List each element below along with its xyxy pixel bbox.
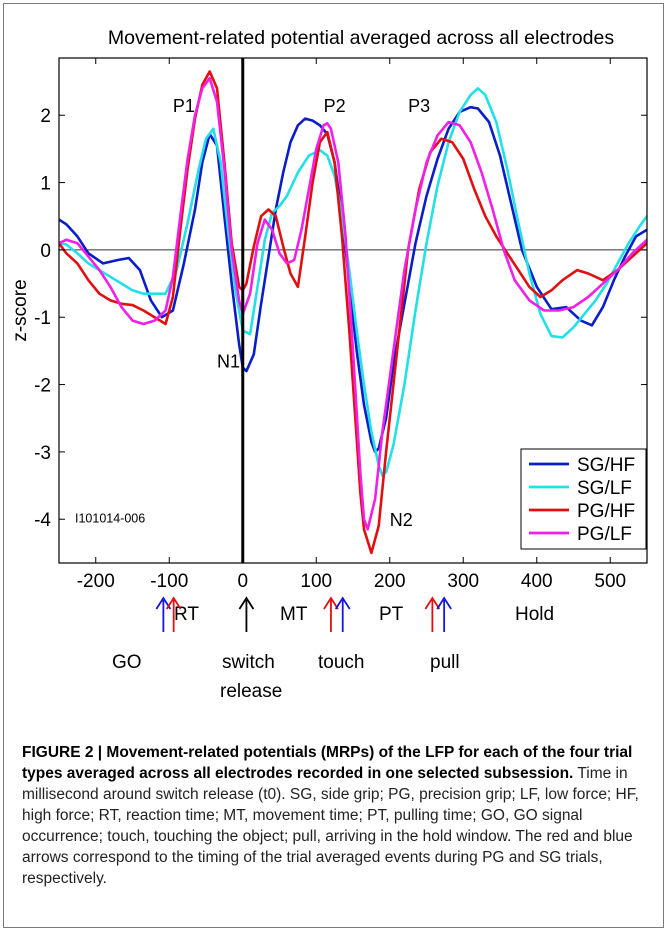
event-arrow: [323, 596, 339, 632]
legend-entry-sg-hf: SG/HF: [577, 455, 635, 476]
mrp-chart: Movement-related potential averaged acro…: [10, 27, 648, 702]
caption-bold: FIGURE 2 | Movement-related potentials (…: [22, 744, 633, 782]
x-tick-label: -200: [77, 571, 115, 592]
event-arrow: [334, 596, 351, 632]
event-arrow: [165, 596, 182, 632]
x-tick-label: 100: [300, 571, 332, 592]
caption-text: Time in millisecond around switch releas…: [22, 765, 639, 887]
y-axis-label: z-score: [10, 279, 31, 341]
peak-label-p2: P2: [324, 96, 346, 116]
x-tick-label: 300: [447, 571, 479, 592]
x-tick-label: -100: [150, 571, 188, 592]
x-tick-label: 400: [521, 571, 553, 592]
y-tick-label: -4: [34, 510, 51, 531]
events-annotation: RT MT PT Hold GO switch release touch pu…: [112, 596, 554, 702]
y-tick-label: 1: [40, 174, 51, 195]
rt-label: RT: [174, 604, 199, 625]
y-tick-label: -3: [34, 443, 51, 464]
y-tick-label: 0: [40, 241, 51, 262]
y-tick-label: -1: [34, 308, 51, 329]
event-arrow: [155, 596, 172, 632]
event-arrow: [436, 596, 452, 632]
series-line-pg-hf: [59, 70, 647, 555]
go-label: GO: [112, 652, 142, 673]
event-arrow: [424, 596, 441, 632]
hold-label: Hold: [515, 604, 554, 625]
event-arrow: [238, 596, 255, 632]
switch-label: switch: [222, 652, 275, 673]
peak-label-p3: P3: [408, 96, 430, 116]
figure-frame: [3, 3, 664, 928]
recording-id: I101014-006: [75, 512, 145, 526]
legend-entry-pg-hf: PG/HF: [577, 501, 635, 522]
peak-label-n2: N2: [390, 510, 413, 530]
plot-area: -200 -100 0 100 200 300 400 500 -4 -3 -2 -1 0 1 2 P1 P2 P…: [34, 57, 648, 592]
pull-label: pull: [430, 652, 460, 673]
pt-label: PT: [379, 604, 404, 625]
figure-caption: FIGURE 2 | Movement-related potentials (…: [22, 742, 642, 889]
y-tick-label: 2: [40, 106, 51, 127]
axes-box: [58, 57, 648, 564]
legend-entry-sg-lf: SG/LF: [577, 478, 632, 499]
peak-label-n1: N1: [217, 352, 240, 372]
series-line-pg-lf: [59, 76, 647, 531]
x-tick-label: 0: [237, 571, 248, 592]
touch-label: touch: [318, 652, 364, 673]
release-label: release: [220, 681, 282, 702]
x-tick-label: 200: [374, 571, 406, 592]
peak-label-p1: P1: [173, 96, 195, 116]
y-tick-label: -2: [34, 376, 51, 397]
x-tick-label: 500: [594, 571, 626, 592]
chart-title: Movement-related potential averaged acro…: [108, 27, 614, 49]
legend-entry-pg-lf: PG/LF: [577, 524, 632, 545]
mt-label: MT: [280, 604, 308, 625]
